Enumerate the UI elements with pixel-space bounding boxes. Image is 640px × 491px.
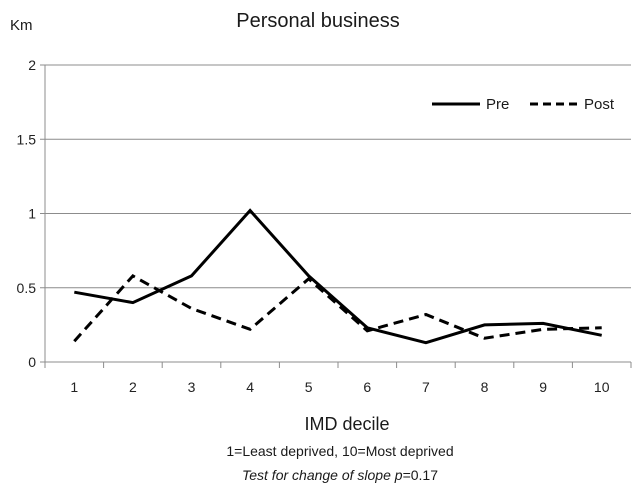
legend-pre-label: Pre	[486, 96, 509, 113]
x-tick-labels: 1 2 3 4 5 6 7 8 9 10	[70, 379, 609, 395]
x-tick-label: 7	[422, 379, 430, 395]
legend-post-label: Post	[584, 96, 615, 113]
y-tick-label: 0	[28, 354, 36, 370]
series-line-pre	[74, 208, 602, 345]
legend: Pre Post	[432, 96, 615, 113]
series-lines	[73, 208, 602, 345]
y-tick-label: 2	[28, 57, 36, 73]
x-axis-label: IMD decile	[304, 414, 389, 434]
x-tick-label: 1	[70, 379, 78, 395]
chart-title: Personal business	[236, 10, 399, 32]
y-unit-label: Km	[10, 17, 33, 34]
x-tick-label: 5	[305, 379, 313, 395]
x-tick-label: 6	[363, 379, 371, 395]
x-tick-label: 9	[539, 379, 547, 395]
y-tick-label: 1	[28, 206, 36, 222]
x-tick-label: 4	[246, 379, 254, 395]
grid	[40, 64, 631, 363]
x-tick-label: 10	[594, 379, 610, 395]
y-tick-labels: 0 0.5 1 1.5 2	[17, 57, 37, 370]
x-tick-label: 3	[188, 379, 196, 395]
slope-test-prefix: Test for change of slope	[242, 467, 395, 483]
slope-test-value: =0.17	[403, 467, 439, 483]
series-line-post	[73, 274, 602, 343]
y-tick-label: 1.5	[17, 131, 37, 147]
y-tick-label: 0.5	[17, 280, 37, 296]
axes	[44, 65, 632, 368]
slope-test-variable: p	[394, 467, 403, 483]
deprivation-note: 1=Least deprived, 10=Most deprived	[226, 443, 453, 459]
x-tick-label: 8	[481, 379, 489, 395]
x-tick-label: 2	[129, 379, 137, 395]
slope-test-note: Test for change of slope p=0.17	[242, 467, 438, 483]
